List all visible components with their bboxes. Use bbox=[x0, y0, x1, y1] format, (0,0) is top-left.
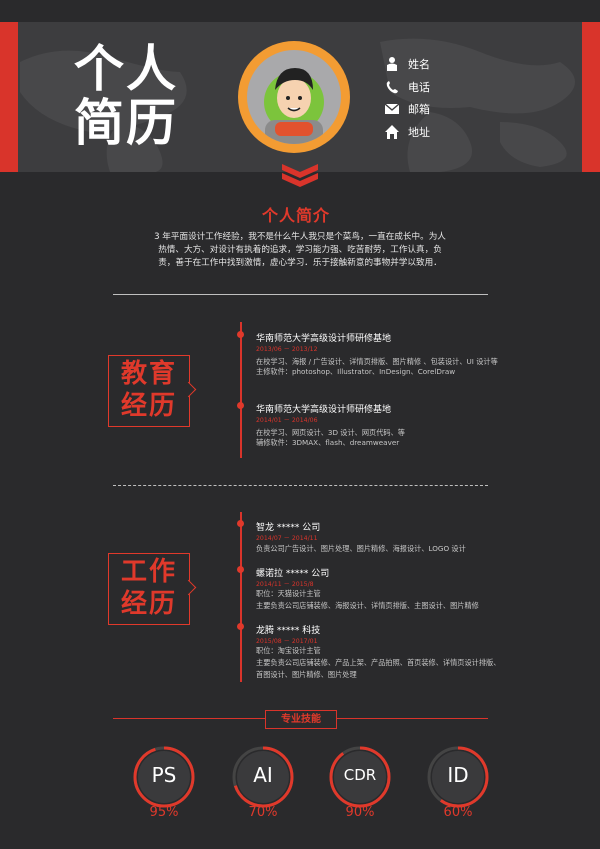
contact-name-label: 姓名 bbox=[408, 58, 430, 71]
work-item-title: 螺诺拉 ***** 公司 bbox=[256, 569, 330, 579]
work-item-desc: 主要负责公司店铺装修、产品上架、产品拍照、首页装修、详情页设计排版、 bbox=[256, 658, 501, 667]
contact-name: 姓名 bbox=[384, 54, 430, 74]
education-item-date: 2013/06 － 2013/12 bbox=[256, 346, 318, 353]
skill-percent: 90% bbox=[345, 805, 375, 820]
education-tag-line1: 教育 bbox=[120, 359, 177, 389]
work-tag-line1: 工作 bbox=[120, 557, 177, 587]
right-accent-bar bbox=[582, 22, 600, 172]
work-item-desc: 职位：天猫设计主管 bbox=[256, 589, 321, 598]
work-item-date: 2014/07 － 2014/11 bbox=[256, 535, 318, 542]
education-tag-line2: 经历 bbox=[120, 391, 177, 421]
contact-phone-label: 电话 bbox=[408, 81, 430, 94]
timeline-dot bbox=[237, 566, 244, 573]
education-item-title: 华南师范大学高级设计师研修基地 bbox=[256, 405, 392, 415]
work-tag-line2: 经历 bbox=[120, 589, 177, 619]
intro-text: 3 年平面设计工作经验，我不是什么牛人我只是个菜鸟，一直在成长中。为人热情、大方… bbox=[154, 232, 446, 268]
skill-name: CDR bbox=[343, 766, 377, 784]
work-item-desc: 负责公司广告设计、图片处理、图片精修、海报设计、LOGO 设计 bbox=[256, 544, 466, 553]
world-map-background bbox=[20, 38, 575, 172]
skill-ring bbox=[427, 746, 489, 808]
education-tag: 教育 经历 bbox=[108, 355, 190, 427]
timeline-dot bbox=[237, 623, 244, 630]
work-item-title: 智龙 ***** 公司 bbox=[256, 523, 321, 533]
resume-title-line1: 个人 bbox=[74, 40, 178, 98]
timeline-dot bbox=[237, 402, 244, 409]
skill-ai: AI 70% bbox=[231, 745, 295, 820]
skill-id: ID 60% bbox=[426, 745, 490, 820]
contact-email: 邮箱 bbox=[384, 99, 430, 119]
avatar-illustration bbox=[264, 68, 324, 144]
education-item-title: 华南师范大学高级设计师研修基地 bbox=[256, 334, 392, 344]
education-item-desc: 在校学习、网页设计、3D 设计、网页代码、等 bbox=[256, 428, 405, 437]
contact-email-label: 邮箱 bbox=[408, 103, 430, 116]
education-item-desc: 在校学习、海报 / 广告设计、详情页排版、图片精修 、包装设计、UI 设计等 bbox=[256, 357, 498, 366]
intro-title: 个人简介 bbox=[262, 206, 331, 225]
timeline-dot bbox=[237, 331, 244, 338]
skill-cdr: CDR 90% bbox=[328, 745, 392, 820]
work-item-desc: 职位：淘宝设计主管 bbox=[256, 646, 321, 655]
education-timeline bbox=[240, 322, 242, 458]
work-item-date: 2014/11 － 2015/8 bbox=[256, 581, 314, 588]
skill-name: AI bbox=[253, 763, 273, 787]
education-item-desc: 主修软件：photoshop、Illustrator、InDesign、Core… bbox=[256, 367, 456, 376]
contact-address: 地址 bbox=[384, 122, 430, 142]
work-item-desc: 主要负责公司店铺装修、海报设计、详情页排版、主图设计、图片精修 bbox=[256, 601, 479, 610]
skill-percent: 60% bbox=[443, 805, 473, 820]
home-icon bbox=[385, 125, 399, 139]
skill-percent: 70% bbox=[248, 805, 278, 820]
work-item-title: 龙腾 ***** 科技 bbox=[256, 626, 321, 636]
divider-dashed bbox=[113, 485, 488, 486]
skill-name: ID bbox=[447, 763, 469, 787]
resume-title-line2: 简历 bbox=[74, 94, 178, 152]
skill-percent: 95% bbox=[149, 805, 179, 820]
left-accent-bar bbox=[0, 22, 18, 172]
phone-icon bbox=[386, 81, 398, 94]
work-timeline bbox=[240, 512, 242, 682]
skills-title: 专业技能 bbox=[265, 710, 337, 729]
skill-ring bbox=[133, 746, 195, 808]
timeline-dot bbox=[237, 520, 244, 527]
education-item-date: 2014/01 － 2014/06 bbox=[256, 417, 318, 424]
mail-icon bbox=[384, 103, 400, 114]
education-item-desc: 辅修软件：3DMAX、flash、dreamweaver bbox=[256, 438, 400, 447]
skill-name: PS bbox=[151, 763, 177, 787]
divider-solid bbox=[113, 294, 488, 295]
work-item-desc: 首图设计、图片精修、图片处理 bbox=[256, 670, 357, 679]
skill-ring bbox=[329, 746, 391, 808]
skill-ps: PS 95% bbox=[132, 745, 196, 820]
contact-phone: 电话 bbox=[384, 77, 430, 97]
person-icon bbox=[387, 57, 397, 71]
skill-ring bbox=[232, 746, 294, 808]
work-item-date: 2015/08 － 2017/01 bbox=[256, 638, 318, 645]
avatar bbox=[247, 50, 341, 144]
contact-address-label: 地址 bbox=[408, 126, 430, 139]
work-tag: 工作 经历 bbox=[108, 553, 190, 625]
chevron-down-icon bbox=[282, 164, 318, 187]
